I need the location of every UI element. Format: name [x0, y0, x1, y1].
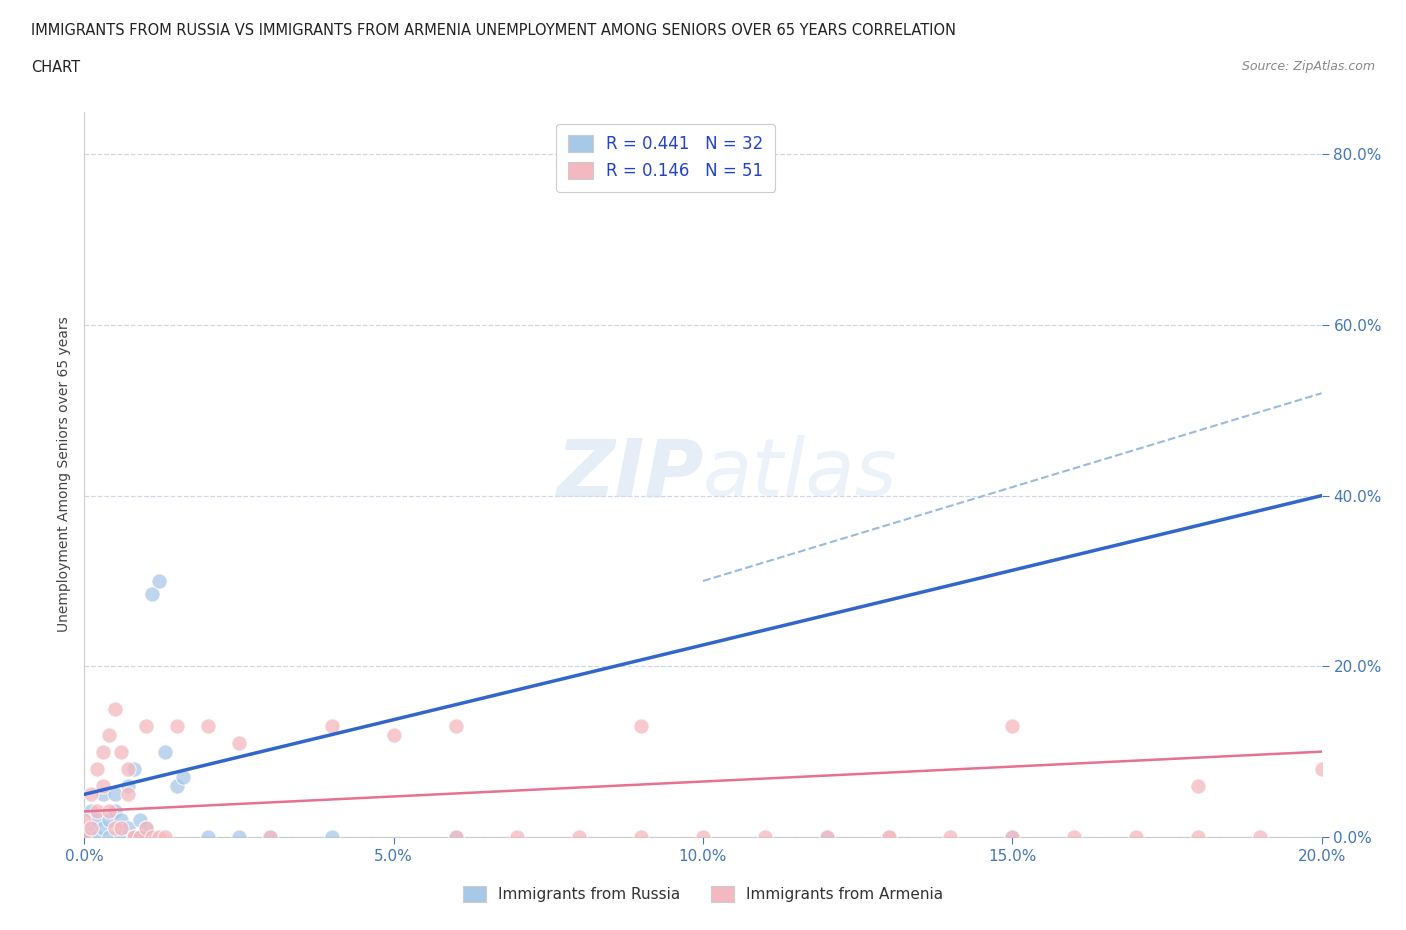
Point: [815, 830, 838, 844]
Point: [754, 830, 776, 844]
Point: [444, 830, 467, 844]
Point: [98, 727, 121, 742]
Point: [135, 821, 157, 836]
Point: [129, 830, 152, 844]
Point: [1001, 719, 1024, 734]
Point: [444, 830, 467, 844]
Legend: R = 0.441   N = 32, R = 0.146   N = 51: R = 0.441 N = 32, R = 0.146 N = 51: [557, 124, 775, 192]
Point: [73, 813, 96, 828]
Text: Source: ZipAtlas.com: Source: ZipAtlas.com: [1241, 60, 1375, 73]
Point: [1001, 830, 1024, 844]
Point: [110, 813, 132, 828]
Point: [153, 744, 176, 759]
Point: [110, 744, 132, 759]
Point: [1001, 830, 1024, 844]
Point: [98, 804, 121, 818]
Point: [877, 830, 900, 844]
Point: [117, 787, 139, 802]
Point: [382, 727, 405, 742]
Point: [122, 830, 145, 844]
Point: [228, 736, 250, 751]
Point: [104, 804, 127, 818]
Point: [1310, 762, 1333, 777]
Point: [939, 830, 962, 844]
Point: [91, 778, 114, 793]
Point: [110, 821, 132, 836]
Point: [79, 821, 101, 836]
Point: [259, 830, 281, 844]
Point: [1187, 778, 1209, 793]
Point: [172, 770, 194, 785]
Point: [104, 701, 127, 716]
Point: [692, 830, 714, 844]
Point: [877, 830, 900, 844]
Point: [129, 830, 152, 844]
Point: [79, 804, 101, 818]
Point: [86, 813, 108, 828]
Point: [148, 830, 170, 844]
Point: [122, 830, 145, 844]
Point: [228, 830, 250, 844]
Point: [86, 830, 108, 844]
Point: [630, 830, 652, 844]
Point: [122, 762, 145, 777]
Point: [166, 719, 188, 734]
Point: [129, 830, 152, 844]
Point: [630, 719, 652, 734]
Point: [86, 804, 108, 818]
Point: [117, 762, 139, 777]
Point: [1125, 830, 1147, 844]
Point: [110, 830, 132, 844]
Point: [98, 830, 121, 844]
Y-axis label: Unemployment Among Seniors over 65 years: Unemployment Among Seniors over 65 years: [58, 316, 72, 632]
Point: [117, 778, 139, 793]
Point: [79, 787, 101, 802]
Point: [73, 830, 96, 844]
Text: ZIP: ZIP: [555, 435, 703, 513]
Point: [444, 719, 467, 734]
Point: [321, 719, 343, 734]
Point: [86, 762, 108, 777]
Point: [91, 744, 114, 759]
Text: CHART: CHART: [31, 60, 80, 75]
Point: [568, 830, 591, 844]
Point: [259, 830, 281, 844]
Point: [506, 830, 529, 844]
Point: [135, 821, 157, 836]
Point: [321, 830, 343, 844]
Point: [1063, 830, 1085, 844]
Point: [73, 830, 96, 844]
Point: [91, 787, 114, 802]
Point: [122, 830, 145, 844]
Point: [141, 830, 163, 844]
Point: [91, 821, 114, 836]
Point: [117, 821, 139, 836]
Point: [197, 719, 219, 734]
Text: IMMIGRANTS FROM RUSSIA VS IMMIGRANTS FROM ARMENIA UNEMPLOYMENT AMONG SENIORS OVE: IMMIGRANTS FROM RUSSIA VS IMMIGRANTS FRO…: [31, 23, 956, 38]
Point: [815, 830, 838, 844]
Point: [79, 821, 101, 836]
Point: [98, 813, 121, 828]
Point: [166, 778, 188, 793]
Point: [153, 830, 176, 844]
Point: [148, 574, 170, 589]
Point: [129, 813, 152, 828]
Point: [1249, 830, 1271, 844]
Point: [135, 719, 157, 734]
Point: [141, 586, 163, 601]
Point: [197, 830, 219, 844]
Point: [104, 787, 127, 802]
Point: [104, 821, 127, 836]
Legend: Immigrants from Russia, Immigrants from Armenia: Immigrants from Russia, Immigrants from …: [457, 880, 949, 909]
Text: atlas: atlas: [703, 435, 898, 513]
Point: [1187, 830, 1209, 844]
